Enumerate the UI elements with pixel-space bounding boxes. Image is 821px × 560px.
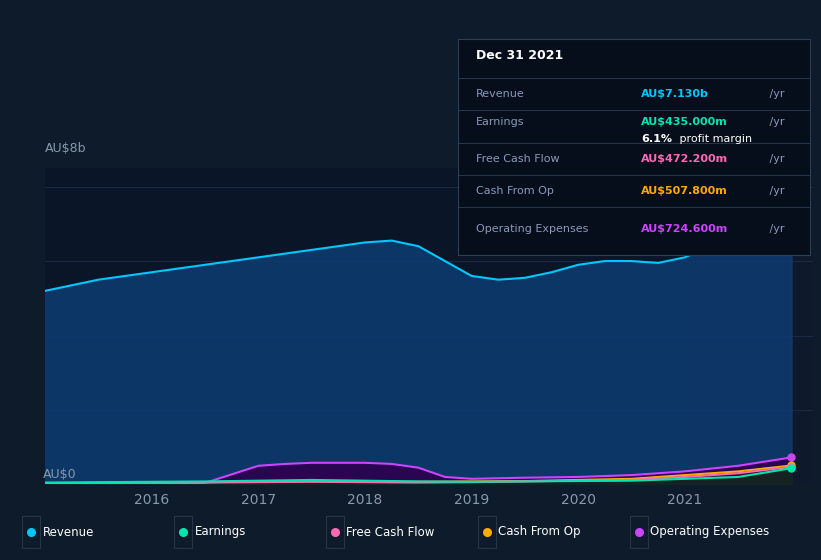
Text: Revenue: Revenue: [43, 525, 94, 539]
Bar: [326, 516, 344, 548]
Text: Operating Expenses: Operating Expenses: [650, 525, 769, 539]
Text: Cash From Op: Cash From Op: [498, 525, 580, 539]
Bar: [478, 516, 496, 548]
Text: Operating Expenses: Operating Expenses: [475, 224, 588, 234]
Bar: [22, 516, 40, 548]
Text: /yr: /yr: [766, 117, 784, 127]
Bar: [685, 168, 813, 484]
Text: AU$724.600m: AU$724.600m: [641, 224, 728, 234]
Text: profit margin: profit margin: [676, 134, 752, 144]
Text: /yr: /yr: [766, 186, 784, 196]
Text: Free Cash Flow: Free Cash Flow: [475, 154, 559, 164]
Text: Earnings: Earnings: [195, 525, 246, 539]
Text: AU$507.800m: AU$507.800m: [641, 186, 727, 196]
Text: 6.1%: 6.1%: [641, 134, 672, 144]
Text: /yr: /yr: [766, 224, 784, 234]
Bar: [174, 516, 192, 548]
Text: AU$7.130b: AU$7.130b: [641, 89, 709, 99]
Text: Cash From Op: Cash From Op: [475, 186, 553, 196]
Text: Revenue: Revenue: [475, 89, 525, 99]
Text: Earnings: Earnings: [475, 117, 524, 127]
Text: Free Cash Flow: Free Cash Flow: [346, 525, 435, 539]
Text: AU$472.200m: AU$472.200m: [641, 154, 728, 164]
Bar: [630, 516, 648, 548]
Text: /yr: /yr: [766, 154, 784, 164]
Text: AU$435.000m: AU$435.000m: [641, 117, 727, 127]
Text: AU$0: AU$0: [43, 468, 76, 481]
Text: Dec 31 2021: Dec 31 2021: [475, 49, 563, 62]
Text: AU$8b: AU$8b: [45, 142, 87, 155]
Text: /yr: /yr: [766, 89, 784, 99]
